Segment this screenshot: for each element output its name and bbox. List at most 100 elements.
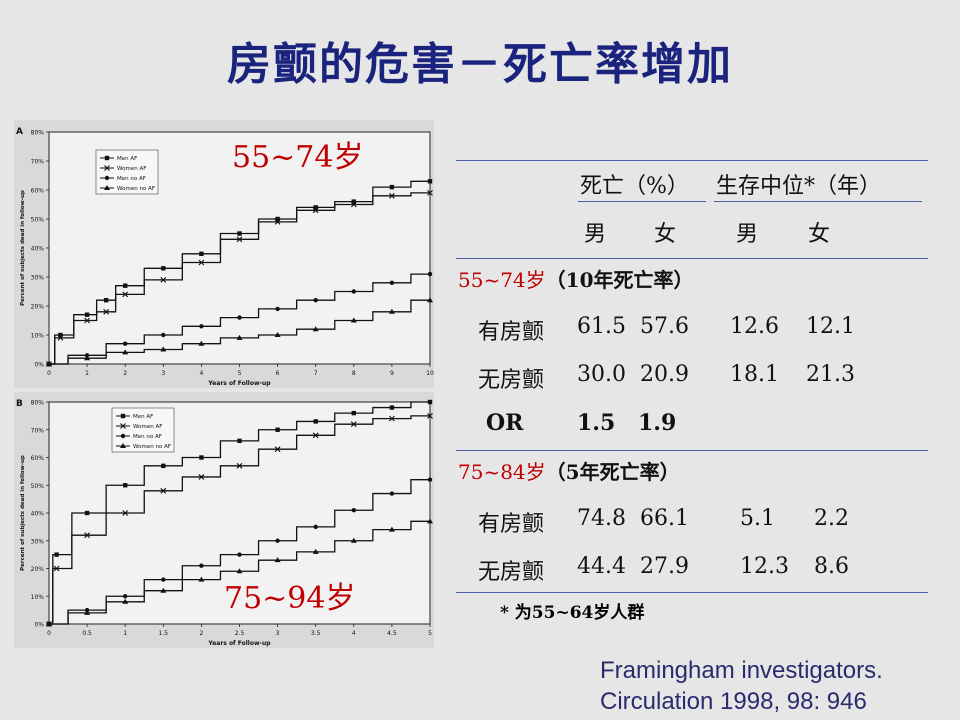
data-point xyxy=(312,548,319,554)
table-cell: 66.1 xyxy=(640,506,689,531)
y-tick-label: 0% xyxy=(34,622,44,629)
legend-label: Men AF xyxy=(133,414,153,420)
data-point xyxy=(236,334,243,340)
data-point xyxy=(427,179,433,184)
table-cell: 8.6 xyxy=(814,554,849,579)
table-footnote: * 为55~64岁人群 xyxy=(500,603,645,623)
header-female-1: 女 xyxy=(654,222,677,247)
x-tick-label: 2.5 xyxy=(235,630,245,637)
legend-label: Women AF xyxy=(117,166,146,172)
x-tick-label: 0.5 xyxy=(82,630,92,637)
x-tick-label: 3 xyxy=(161,370,165,377)
y-axis-label: Percent of subjects dead in follow-up xyxy=(20,455,26,571)
y-tick-label: 20% xyxy=(31,566,45,573)
data-point xyxy=(312,207,319,214)
group2-suffix: （5年死亡率） xyxy=(545,460,680,484)
y-tick-label: 20% xyxy=(31,304,45,311)
x-tick-label: 1 xyxy=(85,370,89,377)
y-tick-label: 60% xyxy=(31,188,45,195)
data-point xyxy=(46,361,52,366)
header-survival-rule xyxy=(714,201,922,202)
table-cell: 5.1 xyxy=(740,506,775,531)
data-point xyxy=(123,483,128,488)
data-point xyxy=(198,576,205,582)
data-point xyxy=(84,317,90,324)
series-men-no-af xyxy=(46,271,433,367)
data-point xyxy=(104,185,110,190)
y-tick-label: 10% xyxy=(31,333,45,340)
chart-legend: Men AF Women AF Men no AF Women no AF xyxy=(111,407,175,453)
header-survival: 生存中位*（年） xyxy=(716,174,882,199)
data-point xyxy=(427,518,433,524)
header-male-2: 男 xyxy=(736,222,759,247)
x-tick-label: 2 xyxy=(199,630,203,637)
x-tick-label: 7 xyxy=(314,370,318,377)
x-axis-label: Years of Follow-up xyxy=(207,640,271,647)
data-point xyxy=(46,621,52,626)
data-point xyxy=(237,552,242,557)
age-group-label: 75~94岁 xyxy=(224,581,355,616)
data-point xyxy=(103,308,110,315)
x-tick-label: 10 xyxy=(426,370,434,377)
row-label: 无房颤 xyxy=(478,368,545,393)
group2-heading: 75~84岁（5年死亡率） xyxy=(458,456,680,485)
legend-label: Men no AF xyxy=(117,176,146,182)
y-tick-label: 80% xyxy=(31,130,45,137)
header-death: 死亡（%） xyxy=(580,174,689,199)
data-point xyxy=(84,532,90,539)
table-cell: 74.8 xyxy=(577,506,626,531)
table-cell: 30.0 xyxy=(577,362,626,387)
data-point xyxy=(427,399,433,405)
series-men-no-af xyxy=(46,477,433,627)
x-tick-label: 5 xyxy=(238,370,242,377)
data-point xyxy=(160,587,167,593)
table-bottom-rule xyxy=(456,592,928,593)
data-point xyxy=(199,455,204,460)
y-tick-label: 70% xyxy=(31,427,45,434)
data-point xyxy=(312,326,319,332)
data-point xyxy=(351,199,356,204)
row-label: 有房颤 xyxy=(478,512,545,537)
data-point xyxy=(237,438,242,444)
x-tick-label: 0 xyxy=(47,630,51,637)
data-point xyxy=(53,565,60,572)
data-point xyxy=(274,446,281,453)
series-line xyxy=(49,415,430,625)
x-axis-label: Years of Follow-up xyxy=(207,380,271,387)
data-point xyxy=(161,266,166,271)
group2-label: 75~84岁 xyxy=(458,460,546,484)
table-top-rule xyxy=(456,160,928,161)
data-point xyxy=(122,510,129,516)
table-cell: 2.2 xyxy=(814,506,849,531)
data-point xyxy=(275,538,280,543)
or-label: OR xyxy=(486,410,524,436)
data-point xyxy=(389,184,395,190)
y-tick-label: 10% xyxy=(31,594,45,601)
x-tick-label: 8 xyxy=(352,370,356,377)
data-point xyxy=(199,251,204,256)
data-point xyxy=(313,205,318,210)
legend-label: Women no AF xyxy=(133,444,171,450)
data-point xyxy=(198,340,205,346)
data-point xyxy=(351,410,356,416)
x-tick-label: 6 xyxy=(276,370,280,377)
data-point xyxy=(236,568,243,574)
data-point xyxy=(122,349,129,355)
data-point xyxy=(103,298,109,303)
y-tick-label: 40% xyxy=(31,246,45,253)
header-death-rule xyxy=(578,201,706,202)
age-group-label: 55~74岁 xyxy=(232,140,363,175)
data-point xyxy=(120,423,126,429)
x-tick-label: 0 xyxy=(47,370,51,377)
table-mid-rule-2 xyxy=(456,450,928,451)
data-point xyxy=(312,432,319,439)
table-cell: 44.4 xyxy=(577,554,626,579)
data-point xyxy=(389,491,395,496)
data-point xyxy=(313,524,318,530)
chart-legend: Men AF Women AF Men no AF Women no AF xyxy=(95,149,159,195)
x-tick-label: 1.5 xyxy=(159,630,169,637)
reference-citation: Framingham investigators. Circulation 19… xyxy=(600,655,883,717)
data-point xyxy=(160,277,167,283)
data-point xyxy=(237,315,242,320)
series-women-af xyxy=(46,412,433,627)
